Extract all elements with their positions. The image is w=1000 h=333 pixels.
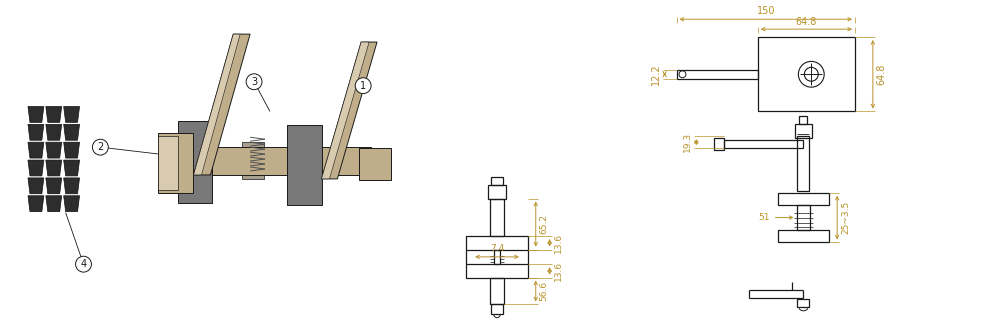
Polygon shape xyxy=(46,107,62,122)
Text: 25~3.5: 25~3.5 xyxy=(841,201,850,234)
Polygon shape xyxy=(158,133,193,193)
Polygon shape xyxy=(46,178,62,194)
Bar xyxy=(799,117,807,124)
Polygon shape xyxy=(28,178,44,194)
Polygon shape xyxy=(287,125,322,205)
Bar xyxy=(795,124,812,138)
Polygon shape xyxy=(322,42,369,179)
Polygon shape xyxy=(28,107,44,122)
Bar xyxy=(677,70,758,79)
Bar xyxy=(491,177,503,185)
Polygon shape xyxy=(64,196,80,211)
Text: 51: 51 xyxy=(758,213,770,222)
Polygon shape xyxy=(158,136,178,190)
Text: 1: 1 xyxy=(360,81,366,91)
Text: 56.6: 56.6 xyxy=(540,281,549,301)
Bar xyxy=(724,140,803,148)
Polygon shape xyxy=(178,122,212,203)
Bar xyxy=(490,278,504,304)
Bar xyxy=(466,236,528,249)
Text: 12.2: 12.2 xyxy=(651,64,661,85)
Bar xyxy=(488,185,506,198)
Circle shape xyxy=(76,256,91,272)
Bar xyxy=(714,138,724,150)
Polygon shape xyxy=(322,42,377,179)
Circle shape xyxy=(246,74,262,90)
Bar xyxy=(778,193,829,205)
Bar xyxy=(242,171,264,179)
Polygon shape xyxy=(194,34,240,175)
Polygon shape xyxy=(28,160,44,176)
Bar xyxy=(491,304,503,314)
Text: 150: 150 xyxy=(757,6,775,16)
Circle shape xyxy=(92,139,108,155)
Polygon shape xyxy=(178,147,371,175)
Polygon shape xyxy=(46,160,62,176)
Text: 64.8: 64.8 xyxy=(877,64,887,85)
Polygon shape xyxy=(64,124,80,140)
Polygon shape xyxy=(64,178,80,194)
Bar xyxy=(494,249,500,264)
Bar xyxy=(490,198,504,236)
Bar xyxy=(797,136,809,191)
Polygon shape xyxy=(46,196,62,211)
Text: 2: 2 xyxy=(97,142,103,152)
Bar xyxy=(758,37,855,112)
Polygon shape xyxy=(64,160,80,176)
Text: 13.6: 13.6 xyxy=(554,261,563,281)
Text: 64.8: 64.8 xyxy=(796,17,817,27)
Bar xyxy=(797,299,809,307)
Polygon shape xyxy=(46,142,62,158)
Bar xyxy=(797,205,810,230)
Circle shape xyxy=(355,78,371,94)
Polygon shape xyxy=(64,142,80,158)
Text: 19.3: 19.3 xyxy=(683,132,692,152)
Polygon shape xyxy=(28,142,44,158)
Polygon shape xyxy=(28,196,44,211)
Text: 4: 4 xyxy=(80,259,87,269)
Polygon shape xyxy=(28,124,44,140)
Bar xyxy=(242,142,264,150)
Text: 3: 3 xyxy=(251,77,257,87)
Polygon shape xyxy=(46,124,62,140)
Polygon shape xyxy=(359,148,391,180)
Text: 65.2: 65.2 xyxy=(540,214,549,234)
Bar xyxy=(466,264,528,278)
Polygon shape xyxy=(64,107,80,122)
Text: 7.4: 7.4 xyxy=(490,244,504,253)
Bar xyxy=(778,230,829,242)
Polygon shape xyxy=(194,34,250,175)
Text: 13.6: 13.6 xyxy=(554,233,563,253)
